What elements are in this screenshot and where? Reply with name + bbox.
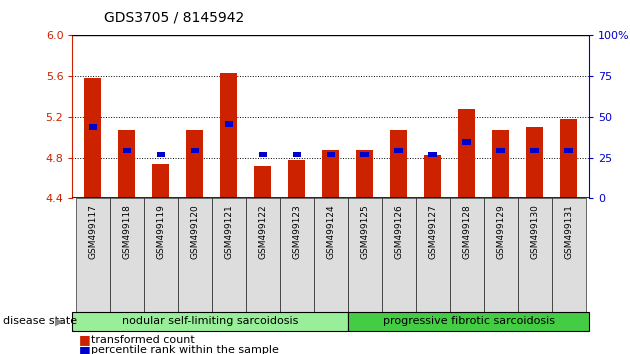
Bar	[518, 198, 552, 312]
Bar	[552, 198, 586, 312]
Bar	[280, 198, 314, 312]
Bar	[526, 127, 543, 198]
Bar	[144, 198, 178, 312]
Bar	[314, 198, 348, 312]
Bar	[348, 198, 382, 312]
Text: GDS3705 / 8145942: GDS3705 / 8145942	[104, 11, 244, 25]
Text: GSM499120: GSM499120	[190, 204, 199, 259]
Text: ■: ■	[79, 333, 91, 346]
Bar	[360, 152, 369, 157]
Bar	[118, 130, 135, 198]
Text: nodular self-limiting sarcoidosis: nodular self-limiting sarcoidosis	[122, 316, 299, 326]
Text: GSM499117: GSM499117	[88, 204, 98, 259]
Text: GSM499129: GSM499129	[496, 204, 505, 259]
Bar	[157, 152, 165, 157]
Bar	[178, 198, 212, 312]
Bar	[152, 164, 169, 198]
Bar	[123, 148, 131, 153]
Text: GSM499122: GSM499122	[258, 204, 267, 258]
Bar	[326, 152, 335, 157]
Bar	[72, 312, 348, 331]
Bar	[186, 130, 203, 198]
Bar	[246, 198, 280, 312]
Bar	[289, 160, 306, 198]
Bar	[492, 130, 509, 198]
Text: percentile rank within the sample: percentile rank within the sample	[91, 346, 279, 354]
Bar	[258, 152, 267, 157]
Bar	[462, 139, 471, 145]
Bar	[323, 150, 339, 198]
Text: GSM499126: GSM499126	[394, 204, 403, 259]
Bar	[394, 148, 403, 153]
Text: ▶: ▶	[55, 316, 63, 326]
Bar	[530, 148, 539, 153]
Bar	[110, 198, 144, 312]
Text: GSM499127: GSM499127	[428, 204, 437, 259]
Bar	[76, 198, 110, 312]
Bar	[212, 198, 246, 312]
Bar	[356, 150, 373, 198]
Bar	[382, 198, 416, 312]
Text: GSM499125: GSM499125	[360, 204, 369, 259]
Text: GSM499118: GSM499118	[122, 204, 131, 259]
Bar	[564, 148, 573, 153]
Bar	[84, 78, 101, 198]
Bar	[560, 119, 577, 198]
Bar	[190, 148, 199, 153]
Bar	[390, 130, 407, 198]
Bar	[220, 73, 238, 198]
Bar	[292, 152, 301, 157]
Bar	[484, 198, 518, 312]
Bar	[496, 148, 505, 153]
Text: GSM499124: GSM499124	[326, 204, 335, 258]
Bar	[224, 121, 233, 127]
Bar	[416, 198, 450, 312]
Bar	[348, 312, 589, 331]
Text: progressive fibrotic sarcoidosis: progressive fibrotic sarcoidosis	[382, 316, 554, 326]
Bar	[89, 124, 97, 130]
Bar	[458, 109, 475, 198]
Text: GSM499121: GSM499121	[224, 204, 233, 259]
Bar	[428, 152, 437, 157]
Text: GSM499123: GSM499123	[292, 204, 301, 259]
Text: GSM499131: GSM499131	[564, 204, 573, 259]
Bar	[255, 166, 272, 198]
Text: GSM499128: GSM499128	[462, 204, 471, 259]
Text: disease state: disease state	[3, 316, 77, 326]
Text: GSM499130: GSM499130	[530, 204, 539, 259]
Text: GSM499119: GSM499119	[156, 204, 165, 259]
Bar	[424, 155, 441, 198]
Text: ■: ■	[79, 344, 91, 354]
Text: transformed count: transformed count	[91, 335, 195, 345]
Bar	[450, 198, 484, 312]
